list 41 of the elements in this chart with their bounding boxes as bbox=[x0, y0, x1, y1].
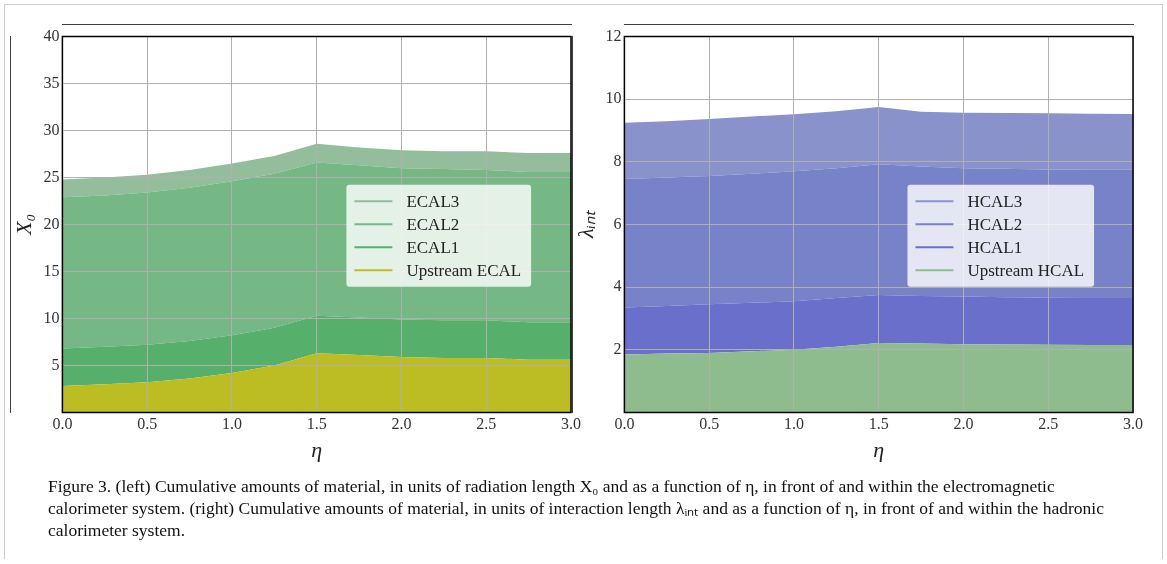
legend-label: HCAL3 bbox=[967, 191, 1023, 211]
x-tick-label: 3.0 bbox=[1123, 415, 1143, 433]
x-tick-label: 2.5 bbox=[476, 415, 497, 433]
y-tick-label: 6 bbox=[613, 214, 622, 232]
legend-label: HCAL1 bbox=[967, 237, 1023, 257]
x-tick-label: 3.0 bbox=[561, 415, 581, 433]
legend-label: Upstream HCAL bbox=[967, 260, 1085, 280]
x-tick-label: 2.0 bbox=[953, 415, 974, 433]
caption: Figure 3. (left) Cumulative amounts of material, in units of radiation length X₀ and as a function of η, in front of and within the electromagnetic calorimeter system. (right) Cumulative amounts of material, in units of interaction length λᵢₙₜ and as a function of η, in front of and within the hadronic calorimeter system. bbox=[48, 475, 1105, 541]
y-tick-label: 5 bbox=[51, 355, 60, 373]
y-tick-label: 15 bbox=[43, 261, 60, 279]
y-tick-label: 30 bbox=[43, 120, 60, 138]
x-axis-title: η bbox=[311, 436, 323, 462]
y-tick-label: 10 bbox=[605, 89, 622, 107]
y-tick-label: 8 bbox=[613, 152, 622, 170]
x-tick-label: 2.5 bbox=[1038, 415, 1059, 433]
x-tick-label: 0.5 bbox=[137, 415, 158, 433]
y-tick-label: 35 bbox=[43, 73, 60, 91]
y-tick-label: 25 bbox=[43, 167, 60, 185]
legend-label: Upstream ECAL bbox=[406, 260, 522, 280]
x-tick-label: 1.5 bbox=[306, 415, 327, 433]
y-tick-label: 2 bbox=[613, 339, 622, 357]
legend-label: ECAL1 bbox=[406, 237, 460, 257]
x-tick-label: 0.0 bbox=[52, 415, 73, 433]
x-tick-label: 1.0 bbox=[221, 415, 242, 433]
x-tick-label: 1.5 bbox=[868, 415, 889, 433]
y-tick-label: 10 bbox=[43, 308, 60, 326]
x-tick-label: 2.0 bbox=[391, 415, 412, 433]
x-tick-label: 0.5 bbox=[699, 415, 720, 433]
x-tick-label: 0.0 bbox=[614, 415, 635, 433]
legend-label: ECAL3 bbox=[406, 191, 460, 211]
y-tick-label: 4 bbox=[613, 277, 622, 295]
x-axis-title: η bbox=[873, 436, 885, 462]
legend-label: ECAL2 bbox=[406, 214, 460, 234]
y-tick-label: 20 bbox=[43, 214, 60, 232]
x-tick-label: 1.0 bbox=[783, 415, 804, 433]
y-axis-title: λᵢₙₜ bbox=[572, 209, 598, 240]
legend-label: HCAL2 bbox=[967, 214, 1023, 234]
y-tick-label: 12 bbox=[605, 26, 622, 44]
y-axis-title: X₀ bbox=[10, 213, 36, 237]
y-tick-label: 40 bbox=[43, 26, 60, 44]
